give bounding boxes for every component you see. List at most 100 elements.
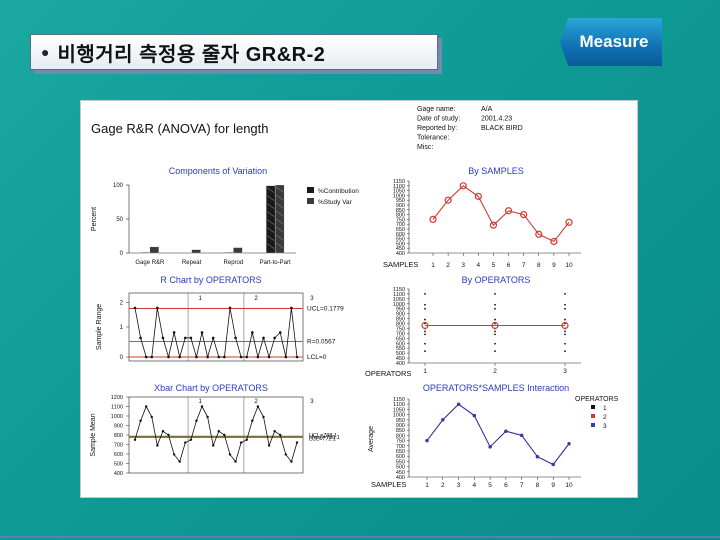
- interaction-xtick-label: 2: [441, 482, 445, 489]
- xbar-chart-point: [178, 460, 181, 463]
- by-samples-point: [504, 207, 513, 215]
- xbar-chart-point: [212, 444, 215, 447]
- components-bar-hatch: [276, 210, 284, 217]
- by-samples-xtick-label: 5: [492, 262, 496, 269]
- by-samples-ytick-label: 750: [396, 217, 405, 223]
- by-samples-point: [535, 230, 543, 238]
- components-bar-hatch: [267, 203, 275, 209]
- r-chart-point: [156, 306, 159, 310]
- interaction-series-line: [426, 403, 570, 466]
- by-operators-raw-point: [564, 342, 566, 345]
- xbar-chart-point: [256, 405, 260, 408]
- by-samples-xtick-label: 7: [522, 262, 526, 269]
- xbar-chart-title: Xbar Chart by OPERATORS: [154, 383, 268, 393]
- components-bar-hatch: [267, 235, 275, 241]
- components-legend-label: %Study Var: [318, 199, 353, 206]
- by-operators-ytick-label: 700: [396, 331, 405, 337]
- by-operators-xtick-label: 2: [493, 368, 497, 375]
- slide-title-box: ● 비행거리 측정용 줄자 GR&R-2: [30, 34, 438, 70]
- interaction-point: [488, 445, 492, 449]
- interaction-ytick-label: 950: [396, 418, 405, 424]
- interaction-legend-swatch: [591, 414, 595, 418]
- by-operators-raw-point: [424, 350, 426, 353]
- by-operators-raw-point: [494, 318, 496, 321]
- r-chart-ytick-label: 0: [120, 355, 124, 361]
- by-operators-mean-point: [421, 321, 429, 330]
- interaction-ytick-label: 500: [396, 465, 405, 471]
- r-chart-point: [239, 355, 243, 359]
- r-chart-lcl-label: LCL=0: [307, 354, 327, 361]
- r-chart-point: [211, 336, 215, 340]
- xbar-chart-point: [206, 415, 209, 419]
- xbar-chart-point: [262, 415, 265, 419]
- components-bar-hatch: [276, 194, 284, 201]
- interaction-title: OPERATORS*SAMPLES Interaction: [423, 383, 569, 393]
- by-operators-raw-point: [494, 350, 496, 353]
- r-chart-point: [228, 306, 232, 310]
- xbar-chart-point: [228, 453, 232, 456]
- by-operators-raw-point: [564, 333, 566, 336]
- xbar-chart-lcl-label: LCL=772.1: [309, 437, 336, 443]
- interaction-xtick-label: 9: [551, 482, 555, 489]
- gage-rr-report-panel: Gage R&R (ANOVA) for length Gage name: A/…: [80, 100, 638, 498]
- r-chart-ytick-label: 1: [120, 325, 124, 331]
- interaction-point: [535, 455, 540, 459]
- components-bar: [233, 247, 243, 254]
- components-bar-hatch: [267, 187, 275, 193]
- by-operators-ytick-label: 900: [396, 312, 405, 318]
- xbar-chart-point: [144, 405, 148, 408]
- xbar-chart-point: [290, 460, 293, 463]
- interaction-xtick-label: 6: [504, 482, 508, 489]
- measure-badge-label: Measure: [579, 32, 649, 51]
- interaction-ytick-label: 1000: [393, 413, 405, 419]
- components-title: Components of Variation: [169, 166, 267, 176]
- by-samples-ytick-label: 1050: [393, 189, 405, 195]
- by-operators-raw-point: [424, 342, 426, 345]
- interaction-point: [520, 433, 524, 437]
- by-operators-raw-point: [564, 350, 566, 353]
- interaction-legend-label: 3: [603, 423, 607, 430]
- components-bar-hatch: [267, 219, 275, 225]
- interaction-xtick-label: 7: [520, 482, 524, 489]
- xbar-chart-point: [284, 453, 288, 456]
- r-chart-point: [133, 306, 137, 310]
- by-samples-ytick-label: 700: [396, 222, 405, 228]
- components-ylabel: Percent: [91, 207, 98, 231]
- r-chart-point: [200, 331, 204, 334]
- components-bar: [274, 184, 285, 254]
- by-operators-raw-point: [424, 307, 426, 310]
- interaction-ytick-label: 800: [396, 433, 405, 439]
- r-chart-point: [195, 355, 198, 359]
- by-operators-ytick-label: 450: [396, 356, 405, 362]
- r-chart-point: [183, 336, 187, 340]
- by-samples-xtick-label: 3: [461, 262, 465, 269]
- info-value: 2001.4.23: [481, 116, 512, 123]
- by-operators-ytick-label: 950: [396, 307, 405, 313]
- interaction-ytick-label: 600: [396, 454, 405, 460]
- xbar-chart-point: [184, 441, 187, 444]
- by-operators-raw-point: [494, 303, 496, 306]
- by-samples-xtick-label: 9: [552, 262, 556, 269]
- by-operators-raw-point: [494, 307, 496, 310]
- xbar-chart-ytick-label: 500: [114, 462, 123, 468]
- r-chart-point: [256, 355, 260, 359]
- r-chart-point: [262, 336, 265, 340]
- by-operators-ytick-label: 550: [396, 346, 405, 352]
- r-chart-point: [284, 355, 288, 359]
- interaction-ylabel: Average: [368, 426, 375, 452]
- xbar-chart-operator-label: 1: [198, 399, 202, 405]
- by-samples-ytick-label: 1000: [393, 193, 405, 199]
- by-operators-mean-point: [491, 321, 499, 330]
- by-samples-ytick-label: 500: [396, 241, 405, 247]
- components-ytick-label: 0: [120, 251, 124, 257]
- interaction-ytick-label: 900: [396, 423, 405, 429]
- r-chart-point: [139, 336, 142, 340]
- components-xtick-label: Repeat: [182, 260, 202, 266]
- by-samples-point: [489, 221, 498, 229]
- components-bar-hatch: [276, 202, 284, 209]
- interaction-ytick-label: 1100: [393, 402, 405, 408]
- components-ytick-label: 50: [116, 217, 123, 223]
- by-operators-raw-point: [424, 293, 426, 295]
- interaction-legend-label: 2: [603, 414, 607, 421]
- r-chart-rbar-label: R=0.0567: [307, 338, 336, 345]
